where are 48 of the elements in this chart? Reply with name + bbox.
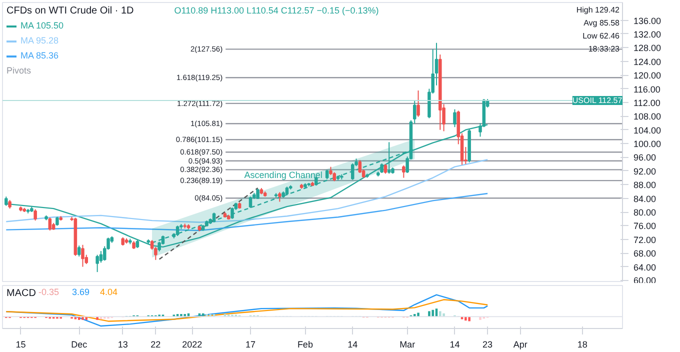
chart-title: MACD bbox=[6, 288, 36, 300]
x-tick-label: Feb bbox=[297, 340, 313, 350]
x-tick-label: 14 bbox=[348, 340, 358, 350]
y-tick-label: 68.00 bbox=[634, 248, 656, 259]
y-tick-label: 76.00 bbox=[634, 221, 656, 232]
annotation: High 129.42 bbox=[576, 6, 620, 14]
y-tick-label: 88.00 bbox=[634, 180, 656, 190]
y-tick-label: 128.00 bbox=[634, 43, 662, 54]
annotation: Pivots bbox=[6, 66, 32, 76]
x-tick-label: 17 bbox=[245, 340, 256, 350]
chart-subtitle: O110.89 H113.00 L110.54 C112.57 −0.15 (−0.13%) bbox=[174, 6, 379, 16]
x-tick-label: 2022 bbox=[182, 340, 202, 350]
x-tick-label: 14 bbox=[450, 340, 460, 350]
x-tick-label: Mar bbox=[400, 340, 416, 350]
annotation: -0.35 bbox=[38, 287, 60, 298]
x-tick-label: Dec bbox=[71, 340, 88, 350]
y-tick-label: 92.00 bbox=[634, 166, 656, 176]
annotation: 18:33:23 bbox=[588, 44, 620, 54]
y-tick-label: 116.00 bbox=[634, 84, 660, 94]
x-tick-label: Apr bbox=[513, 340, 528, 350]
series-label: 3.69 bbox=[72, 287, 90, 298]
x-tick-label: 18 bbox=[577, 340, 588, 350]
y-tick-label: 132.00 bbox=[634, 29, 662, 40]
y-tick-label: 104.00 bbox=[634, 125, 662, 136]
annotation: Avg 85.58 bbox=[584, 18, 620, 28]
x-tick-label: 15 bbox=[16, 340, 26, 350]
legend-label: MA 105.50 bbox=[20, 20, 64, 30]
text: 4.04 bbox=[100, 287, 118, 298]
chart-title: CFDs on WTI Crude Oil · 1D bbox=[6, 6, 134, 16]
x-tick-label: 22 bbox=[150, 340, 161, 350]
y-tick-label: 96.00 bbox=[634, 152, 656, 163]
x-tick-label: 13 bbox=[118, 340, 128, 350]
x-tick-label: 23 bbox=[482, 340, 493, 350]
y-tick-label: 124.00 bbox=[634, 56, 662, 67]
series-label: Ascending Channel bbox=[244, 170, 322, 180]
y-tick-label: 84.00 bbox=[634, 194, 656, 204]
y-tick-label: 64.00 bbox=[634, 262, 656, 272]
y-tick-label: 112.00 bbox=[634, 98, 660, 108]
y-tick-label: 120.00 bbox=[634, 70, 662, 81]
annotation: Low 62.46 bbox=[582, 32, 620, 40]
y-tick-label: 72.00 bbox=[634, 234, 656, 245]
legend-label: MA 95.28 bbox=[20, 36, 59, 46]
y-tick-label: 80.00 bbox=[634, 208, 656, 218]
legend-label: MA 85.36 bbox=[20, 50, 59, 60]
y-tick-label: 108.00 bbox=[634, 112, 662, 122]
annotation: USOIL 112.57 bbox=[572, 96, 623, 106]
y-tick-label: 100.00 bbox=[634, 139, 662, 150]
y-tick-label: 136.00 bbox=[634, 16, 662, 26]
